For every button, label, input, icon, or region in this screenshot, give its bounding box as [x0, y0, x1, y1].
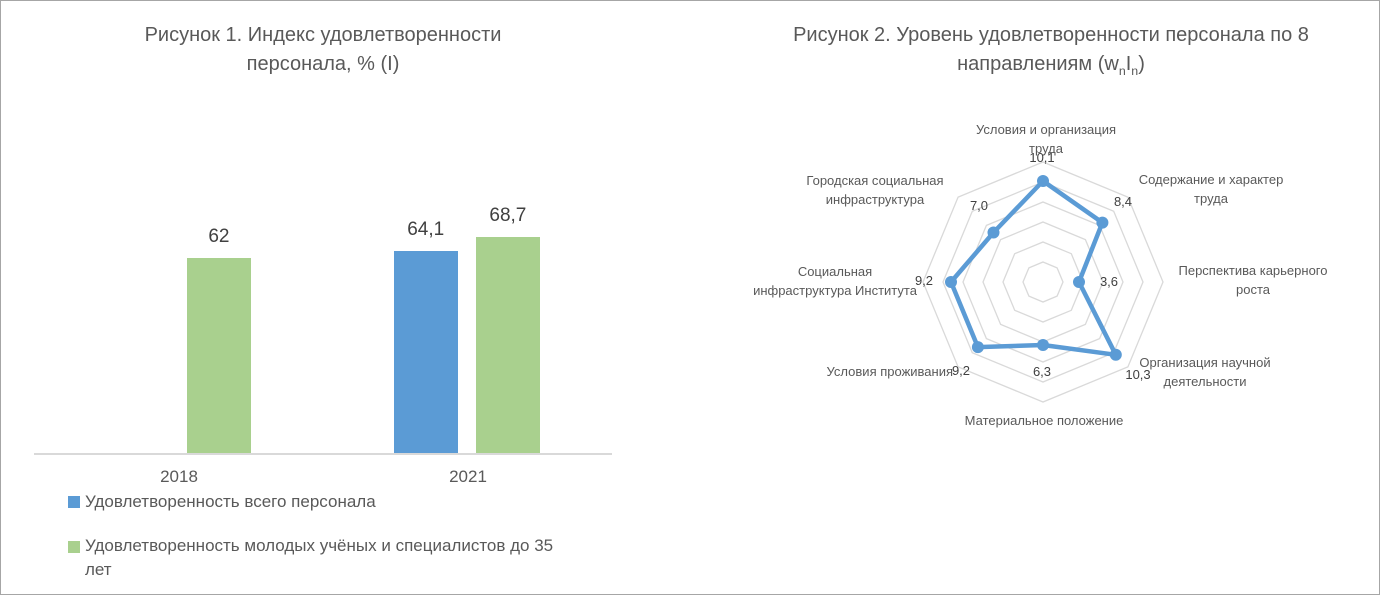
radar-category-label: Условия проживания: [713, 362, 953, 381]
radar-marker: [945, 276, 957, 288]
radar-grid-ring: [1002, 241, 1084, 323]
legend-label-line: лет: [85, 560, 112, 579]
figure2-title-line2-post: ): [1138, 53, 1145, 75]
radar-data-label: 9,2: [951, 363, 971, 378]
figure2-title-line2-mid: I: [1125, 53, 1132, 75]
radar-category-label: Перспектива карьерного роста: [1133, 261, 1373, 299]
radar-category-label-line: Городская социальная: [806, 173, 944, 188]
radar-data-label: 10,1: [1029, 150, 1055, 165]
radar-marker: [971, 341, 984, 354]
bar-data-label: 68,7: [489, 205, 527, 226]
figure2-title-sub-n2: n: [1131, 64, 1139, 78]
figure2-title-sub-n1: n: [1118, 64, 1126, 78]
radar-category-label-line: Условия проживания: [826, 364, 953, 379]
radar-grid-ring: [962, 201, 1124, 363]
radar-data-label: 3,6: [1099, 274, 1119, 289]
radar-category-label-line: труда: [1029, 141, 1063, 156]
radar-category-label-line: роста: [1236, 282, 1270, 297]
radar-category-label-line: Материальное положение: [964, 413, 1124, 428]
radar-category-label-line: Условия и организация: [975, 122, 1117, 137]
figure2-title-line2-pre: направлениям (w: [957, 53, 1119, 75]
bar-chart: 64,1 62 68,7 2018 2021 Удовлетворенность всег…: [1, 1, 691, 594]
radar-marker: [1037, 339, 1049, 351]
radar-data-label: 6,3: [1032, 364, 1052, 379]
legend: Удовлетворенность всего персонала Удовлет…: [1, 1, 691, 594]
category-axis-line: [34, 453, 612, 455]
radar-category-label: Условия и организация труда: [926, 120, 1166, 158]
radar-grid-ring: [1022, 261, 1064, 303]
bar-data-label: 64,1: [407, 219, 445, 240]
radar-category-label-line: труда: [1194, 191, 1228, 206]
radar-marker: [1096, 216, 1109, 229]
radar-grid-ring: [922, 161, 1164, 403]
radar-data-label: 9,2: [914, 273, 934, 288]
radar-category-label-line: Социальная: [797, 264, 873, 279]
radar-data-label: 10,3: [1125, 367, 1151, 382]
legend-label: Удовлетворенность молодых учёных и специ…: [85, 534, 645, 582]
radar-category-label-line: Организация научной: [1139, 355, 1271, 370]
radar-grid-ring: [942, 181, 1144, 383]
radar-category-label-line: деятельности: [1163, 374, 1247, 389]
bar-2021-series1: [475, 237, 540, 454]
figure1-title: Рисунок 1. Индекс удовлетворенности перс…: [34, 21, 612, 79]
radar-category-label-line: Содержание и характер: [1138, 172, 1284, 187]
legend-label-line: Удовлетворенность молодых учёных и специ…: [85, 536, 554, 555]
radar-data-label: 7,0: [969, 198, 989, 213]
axis-category-label: 2018: [160, 467, 198, 486]
radar-category-label-line: инфраструктура: [825, 192, 925, 207]
bar-2018-series1: [186, 258, 251, 454]
bar-2021-series0: [393, 251, 458, 454]
radar-marker: [1073, 276, 1085, 288]
legend-label-line: Удовлетворенность всего персонала: [85, 492, 376, 511]
legend-swatch: [68, 496, 80, 508]
radar-category-label: Содержание и характер труда: [1091, 170, 1331, 208]
legend-label: Удовлетворенность всего персонала: [85, 490, 645, 514]
figure1-title-line1: Рисунок 1. Индекс удовлетворенности: [144, 24, 502, 46]
radar-category-label: Социальная инфраструктура Института: [715, 262, 955, 300]
radar-marker: [1037, 175, 1049, 187]
bar-data-label: 62: [208, 226, 230, 247]
radar-category-label: Материальное положение: [924, 411, 1164, 430]
radar-category-label: Городская социальная инфраструктура: [755, 171, 995, 209]
figure2-title: Рисунок 2. Уровень удовлетворенности пер…: [731, 21, 1371, 86]
figure1-title-line2: персонала, % (I): [246, 53, 400, 75]
radar-category-label-line: инфраструктура Института: [753, 283, 917, 298]
radar-data-label: 8,4: [1113, 194, 1133, 209]
radar-category-label: Организация научной деятельности: [1085, 353, 1325, 391]
figure2-title-line1: Рисунок 2. Уровень удовлетворенности пер…: [793, 24, 1309, 46]
axis-category-label: 2021: [449, 467, 487, 486]
radar-category-label-line: Перспектива карьерного: [1178, 263, 1328, 278]
radar-marker: [987, 226, 1000, 239]
radar-marker: [1109, 348, 1122, 361]
legend-swatch: [68, 541, 80, 553]
figure2-title-line2: направлениям (wnIn): [731, 50, 1371, 86]
